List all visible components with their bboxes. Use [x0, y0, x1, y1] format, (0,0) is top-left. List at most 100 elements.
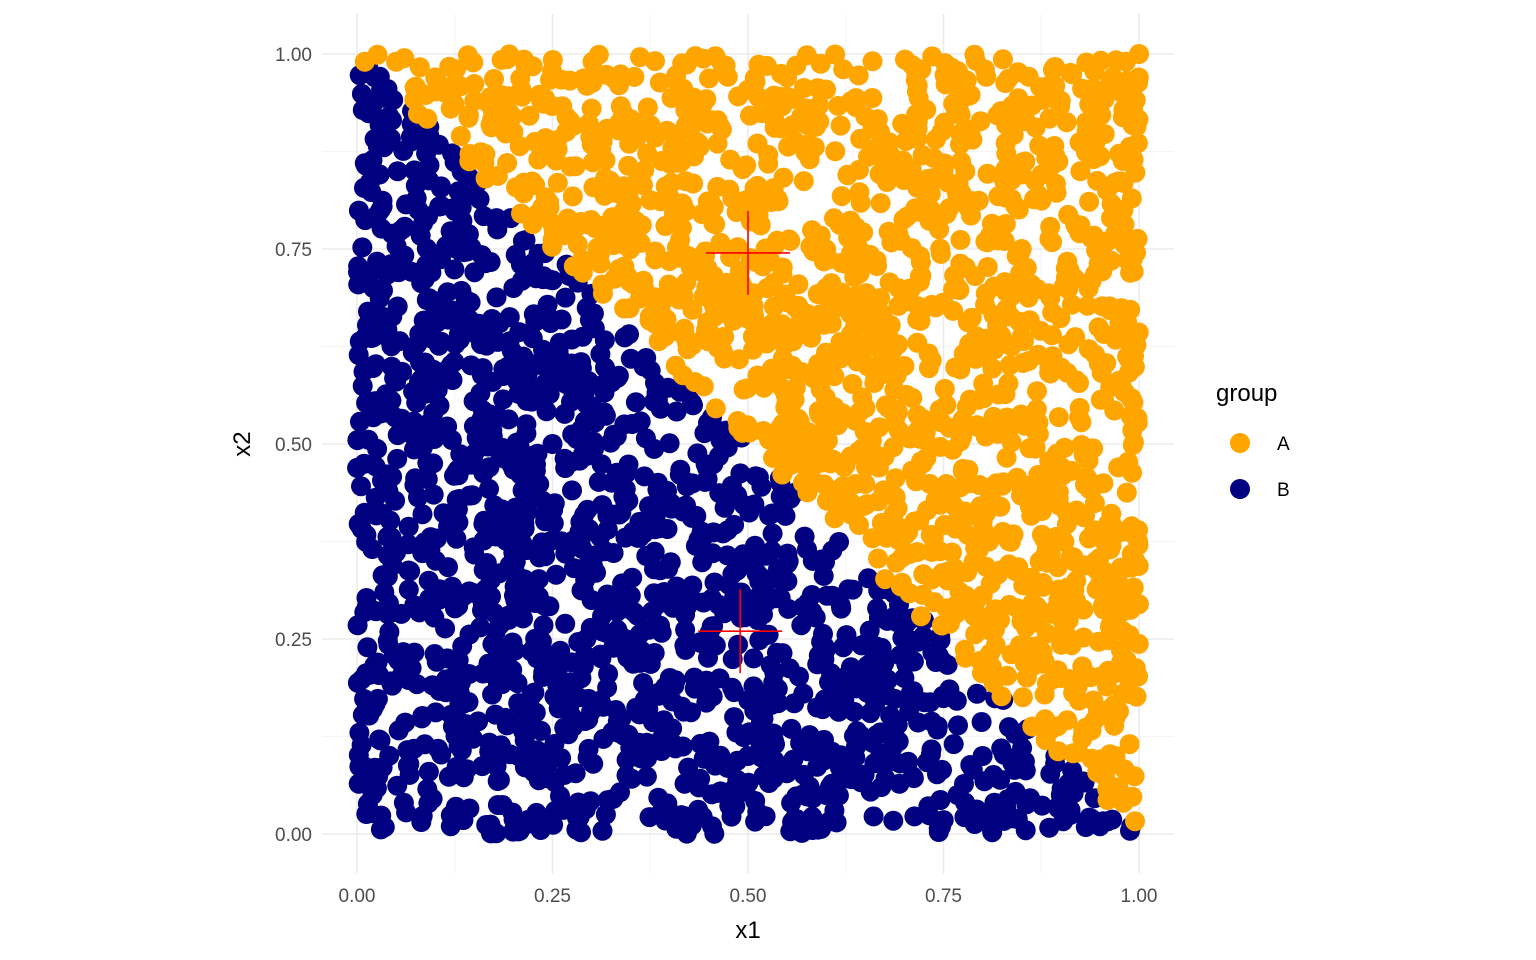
point-b: [943, 734, 964, 755]
point-a: [1128, 555, 1149, 576]
point-b: [681, 815, 702, 836]
point-b: [411, 812, 432, 832]
point-b: [354, 689, 375, 709]
point-a: [973, 373, 994, 394]
point-a: [772, 464, 793, 485]
point-a: [975, 231, 996, 252]
point-b: [1004, 759, 1025, 780]
point-b: [948, 715, 968, 736]
point-b: [540, 497, 561, 518]
point-a: [1105, 746, 1126, 766]
point-b: [516, 423, 537, 444]
point-b: [591, 648, 612, 669]
point-a: [665, 355, 686, 376]
point-b: [576, 628, 597, 649]
point-a: [1058, 334, 1079, 355]
point-b: [844, 701, 865, 722]
point-b: [503, 278, 524, 298]
point-b: [475, 253, 496, 274]
point-a: [934, 514, 955, 535]
point-b: [379, 745, 400, 766]
point-a: [1110, 171, 1131, 192]
point-a: [947, 92, 968, 113]
point-a: [693, 48, 714, 69]
point-b: [389, 331, 410, 352]
point-a: [1055, 258, 1076, 279]
point-b: [416, 143, 437, 164]
point-b: [419, 588, 440, 609]
point-a: [841, 504, 862, 525]
point-a: [515, 56, 536, 77]
point-b: [738, 746, 758, 766]
point-a: [798, 134, 819, 154]
point-a: [1128, 633, 1149, 654]
point-a: [825, 141, 846, 162]
point-a: [911, 606, 931, 627]
point-b: [813, 565, 834, 586]
point-a: [933, 161, 954, 181]
point-b: [633, 350, 654, 371]
point-b: [442, 370, 463, 390]
point-a: [753, 377, 774, 398]
point-a: [1094, 89, 1115, 110]
point-a: [958, 459, 979, 480]
point-a: [696, 89, 717, 110]
point-b: [636, 766, 657, 787]
point-b: [681, 702, 701, 723]
point-a: [799, 149, 820, 170]
point-a: [743, 339, 764, 360]
point-b: [614, 414, 635, 435]
point-a: [737, 308, 757, 329]
point-a: [947, 277, 968, 298]
point-a: [425, 67, 446, 88]
point-b: [638, 619, 659, 640]
point-a: [931, 412, 952, 433]
point-a: [910, 252, 931, 273]
point-a: [930, 494, 951, 515]
point-a: [961, 205, 981, 226]
point-a: [556, 121, 577, 142]
point-b: [364, 655, 385, 676]
point-a: [435, 83, 456, 103]
point-a: [878, 221, 899, 242]
point-b: [505, 244, 526, 265]
point-a: [582, 51, 603, 72]
point-a: [1123, 392, 1144, 413]
point-a: [848, 65, 869, 86]
point-a: [1127, 133, 1148, 154]
point-b: [580, 401, 601, 422]
point-a: [1100, 576, 1121, 597]
point-b: [894, 668, 915, 688]
point-b: [781, 792, 802, 813]
point-b: [555, 690, 576, 711]
point-b: [505, 817, 526, 838]
point-b: [377, 545, 398, 566]
point-a: [712, 341, 733, 362]
point-b: [371, 218, 392, 239]
point-a: [913, 564, 934, 585]
point-b: [747, 563, 768, 584]
point-b: [674, 773, 695, 794]
point-a: [1024, 578, 1044, 599]
point-b: [381, 390, 402, 411]
point-a: [948, 595, 969, 616]
point-b: [426, 651, 447, 672]
point-b: [472, 358, 493, 379]
point-a: [1061, 294, 1082, 315]
point-a: [782, 355, 803, 376]
point-a: [1032, 501, 1052, 521]
point-a: [994, 172, 1015, 193]
point-a: [920, 524, 941, 545]
point-a: [674, 318, 695, 339]
point-a: [781, 401, 801, 422]
point-b: [775, 505, 796, 526]
point-a: [614, 256, 635, 277]
point-a: [840, 289, 860, 310]
point-a: [987, 423, 1008, 444]
point-a: [1085, 551, 1106, 572]
point-a: [643, 311, 664, 332]
point-b: [883, 736, 904, 757]
point-b: [554, 403, 575, 424]
point-b: [974, 771, 995, 792]
point-a: [1003, 124, 1024, 145]
